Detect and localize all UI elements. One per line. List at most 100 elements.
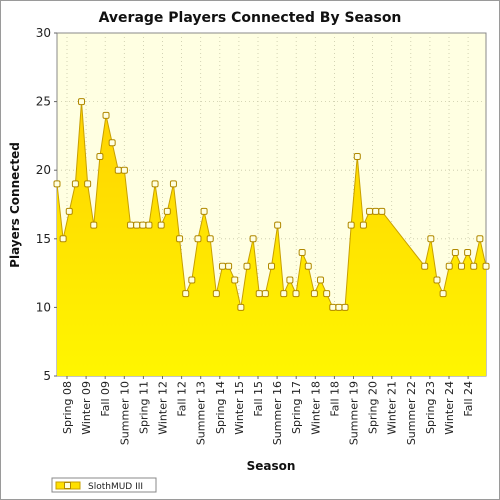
data-point	[470, 262, 478, 270]
data-point	[464, 249, 472, 257]
x-tick-label: Spring 11	[137, 381, 150, 434]
y-axis: 5 10 15 20 25 30	[36, 26, 57, 383]
data-point	[151, 180, 159, 188]
legend-label: SlothMUD III	[88, 482, 143, 492]
data-point	[102, 111, 110, 119]
data-point	[90, 221, 98, 229]
x-axis: Spring 08 Winter 09 Fall 09 Summer 10 Spring…	[61, 376, 475, 445]
data-point	[280, 290, 288, 298]
data-point	[243, 262, 251, 270]
data-point	[194, 235, 202, 243]
y-tick-label: 30	[36, 26, 51, 40]
data-point	[274, 221, 282, 229]
data-point	[261, 290, 269, 298]
data-point	[310, 290, 318, 298]
x-tick-label: Winter 18	[309, 381, 322, 435]
x-tick-label: Spring 08	[61, 381, 74, 434]
legend: SlothMUD III	[51, 477, 157, 493]
y-tick-label: 25	[36, 95, 51, 109]
data-point	[347, 221, 355, 229]
x-tick-label: Spring 23	[424, 381, 437, 434]
data-point	[268, 262, 275, 270]
x-tick-label: Winter 09	[80, 381, 93, 435]
x-tick-label: Winter 24	[443, 381, 456, 435]
x-tick-label: Summer 13	[195, 381, 208, 445]
data-point	[451, 249, 459, 257]
data-point	[225, 262, 233, 270]
x-tick-label: Spring 17	[290, 381, 303, 434]
data-point	[200, 207, 208, 215]
y-tick-label: 15	[36, 232, 51, 246]
data-point	[65, 207, 73, 215]
data-point	[341, 303, 349, 311]
y-axis-title: Players Connected	[8, 142, 22, 268]
data-point	[482, 262, 490, 270]
data-point	[249, 235, 257, 243]
data-point	[169, 180, 177, 188]
x-tick-label: Fall 18	[328, 381, 341, 417]
x-tick-label: Fall 12	[176, 381, 189, 417]
x-tick-label: Winter 15	[233, 381, 246, 435]
data-point	[286, 276, 294, 284]
data-point	[439, 290, 447, 298]
data-point	[133, 221, 141, 229]
data-point	[457, 262, 465, 270]
data-point	[231, 276, 239, 284]
data-point	[476, 235, 484, 243]
data-point	[71, 180, 79, 188]
x-tick-label: Summer 19	[348, 381, 361, 445]
data-point	[212, 290, 220, 298]
chart-title: Average Players Connected By Season	[99, 10, 402, 26]
data-point	[427, 235, 435, 243]
data-point	[139, 221, 147, 229]
x-tick-label: Summer 10	[118, 381, 131, 445]
series-markers	[53, 98, 490, 311]
area-fill	[57, 101, 486, 376]
y-tick-label: 20	[36, 163, 51, 177]
x-tick-label: Fall 15	[252, 381, 265, 417]
x-tick-label: Winter 12	[157, 381, 170, 435]
data-point	[53, 180, 61, 188]
data-point	[127, 221, 135, 229]
data-point	[157, 221, 165, 229]
data-point	[317, 276, 325, 284]
data-point	[108, 139, 116, 147]
data-point	[96, 152, 104, 160]
data-point	[163, 207, 171, 215]
data-point	[359, 221, 367, 229]
data-point	[353, 152, 361, 160]
data-point	[323, 290, 331, 298]
legend-marker	[64, 482, 71, 489]
data-point	[329, 303, 337, 311]
data-point	[378, 207, 386, 215]
data-point	[433, 276, 441, 284]
x-tick-label: Spring 14	[214, 381, 227, 434]
data-point	[421, 262, 429, 270]
data-point	[445, 262, 453, 270]
x-axis-title: Season	[247, 459, 296, 473]
data-point	[206, 235, 214, 243]
data-point	[335, 303, 343, 311]
data-point	[120, 166, 128, 174]
data-point	[292, 290, 300, 298]
x-tick-label: Fall 24	[462, 381, 475, 417]
data-point	[304, 262, 312, 270]
y-tick-label: 10	[36, 300, 51, 314]
data-point	[78, 98, 86, 106]
data-point	[366, 207, 374, 215]
data-point	[182, 290, 190, 298]
data-point	[145, 221, 153, 229]
x-tick-label: Summer 16	[271, 381, 284, 445]
data-point	[84, 180, 92, 188]
data-point	[218, 262, 226, 270]
x-tick-label: Spring 20	[367, 381, 380, 434]
data-point	[298, 249, 306, 257]
y-tick-label: 5	[43, 369, 51, 383]
data-point	[188, 276, 196, 284]
data-point	[237, 303, 245, 311]
data-point	[114, 166, 122, 174]
x-tick-label: Winter 21	[386, 381, 399, 435]
data-point	[372, 207, 380, 215]
x-tick-label: Summer 22	[405, 381, 418, 445]
